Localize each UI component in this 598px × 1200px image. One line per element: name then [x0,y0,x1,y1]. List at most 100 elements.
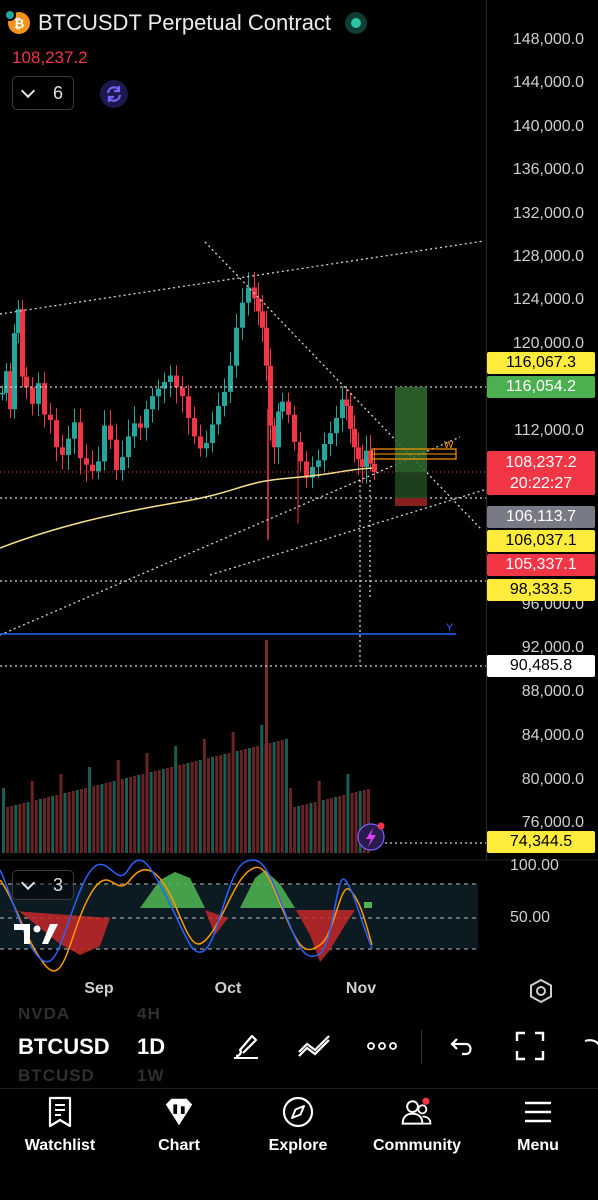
volume-bar [305,804,309,853]
undo-icon[interactable] [443,1028,479,1064]
symbol-row[interactable]: ₿ BTCUSDT Perpetual Contract [4,9,368,36]
price-label-ma: 106,037.1 [487,530,595,552]
volume-bar [166,768,169,853]
price-label-level: 98,333.5 [487,579,595,601]
volume-bar [219,755,223,853]
volume-bar [34,800,38,853]
volume-bar [309,803,313,853]
oscillator-plot [0,859,598,972]
volume-bar [265,640,268,853]
volume-bar [79,789,83,853]
volume-bar [338,796,342,853]
time-axis[interactable]: Sep Oct Nov [0,972,598,1008]
candle-body [66,438,71,455]
volume-bar [354,792,358,853]
volume-bar [2,788,5,853]
candle-body [54,420,59,448]
price-scale[interactable]: 148,000.0 144,000.0 140,000.0 136,000.0 … [486,0,598,860]
oscillator-pane-toggle[interactable]: 3 [12,870,74,900]
ghost-interval: 4H [137,1008,161,1023]
price-tick: 132,000.0 [512,205,584,222]
nav-label: Menu [517,1137,559,1154]
volume-bar [174,746,178,853]
candle-body [126,436,131,458]
volume-bar [75,790,79,853]
volume-bar [30,781,34,853]
candlesticks [0,271,377,540]
nav-explore[interactable]: Explore [238,1089,358,1169]
volume-bar [125,778,128,853]
volume-bar [350,793,354,853]
indicators-toggle[interactable]: 6 [12,76,74,110]
candle-body [36,383,41,404]
volume-bar [248,748,251,853]
price-label-alert: 116,067.3 [487,352,595,374]
candle-body [186,396,191,418]
chevron-down-icon [20,83,36,98]
volume-bar [38,799,42,853]
candle-body [348,405,353,429]
price-chart[interactable]: YW [0,0,598,1010]
candle-body [280,401,285,412]
candle-body [150,396,155,410]
candle-body [344,399,349,406]
market-open-icon[interactable] [345,12,368,34]
time-label-sep: Sep [84,980,114,997]
ray-label: Y [446,622,454,634]
histogram-positive [140,872,205,908]
candle-body [246,287,251,303]
position-profit-zone [395,387,427,472]
symbol-selector[interactable]: BTCUSD [18,1034,110,1059]
volume-bar [362,790,366,853]
interval-selector[interactable]: 1D [137,1034,166,1059]
price-tick: 140,000.0 [512,118,584,135]
toolbar-divider [421,1030,422,1064]
volume-bar [153,771,157,853]
chart-settings-icon[interactable] [528,978,554,1004]
sync-icon[interactable] [100,80,128,108]
volume-bar [342,795,346,853]
candle-body [234,327,239,366]
volume-bar [301,805,305,853]
trendline-upper [0,240,485,315]
volume-bar [243,749,247,853]
volume-bar [276,741,280,853]
volume-bar [43,798,46,853]
nav-menu[interactable]: Menu [478,1089,598,1169]
candle-body [108,425,113,440]
candle-body [286,401,291,415]
candle-body [24,376,29,388]
volume-bar [92,786,96,853]
position-profit-zone [395,472,427,498]
volume-bars [2,640,370,853]
volume-bar [104,783,108,853]
community-icon [400,1095,434,1129]
volume-bar [252,747,256,853]
fullscreen-icon[interactable] [512,1028,548,1064]
candle-body [0,392,5,395]
chevron-down-icon [20,875,36,890]
price-tick: 144,000.0 [512,74,584,91]
brush-icon[interactable] [228,1028,264,1064]
nav-chart[interactable]: Chart [119,1089,239,1169]
redo-icon[interactable] [574,1028,598,1064]
trend-line-icon[interactable] [296,1028,332,1064]
volume-bar [141,774,145,853]
drawing-toolbar: NVDA 4H BTCUSD 1W BTCUSD 1D [0,1008,598,1088]
volume-bar [211,757,215,853]
symbol-title[interactable]: BTCUSDT Perpetual Contract [38,10,332,35]
volume-bar [280,740,284,853]
volume-bar [325,799,329,853]
nav-watchlist[interactable]: Watchlist [0,1089,120,1169]
nav-label: Community [373,1137,461,1154]
volume-bar [63,793,67,853]
volume-bar [84,788,87,853]
candle-body [352,428,357,448]
more-icon[interactable] [364,1028,400,1064]
candle-body [198,436,203,449]
nav-community[interactable]: Community [357,1089,477,1169]
price-tick: 128,000.0 [512,248,584,265]
candle-body [368,450,373,464]
drawing-lines: YW [0,240,486,851]
candle-body [192,417,197,437]
